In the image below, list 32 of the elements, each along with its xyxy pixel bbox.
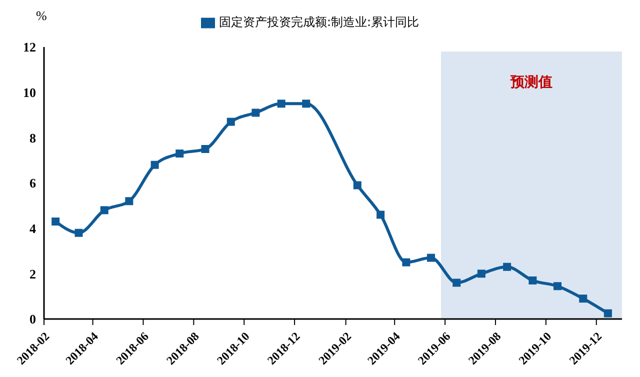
point bbox=[277, 100, 286, 108]
point bbox=[201, 145, 210, 153]
point bbox=[554, 282, 562, 290]
y-tick-label: 6 bbox=[30, 176, 36, 191]
point bbox=[402, 258, 410, 266]
band-label: 预测值 bbox=[509, 74, 552, 91]
point bbox=[353, 181, 362, 190]
y-tick-label: 2 bbox=[30, 266, 36, 282]
y-axis-title: % bbox=[36, 8, 47, 24]
point bbox=[226, 118, 235, 126]
y-tick-label: 0 bbox=[30, 312, 36, 327]
point bbox=[176, 150, 184, 158]
point bbox=[100, 206, 108, 214]
legend-label: 固定资产投资完成额:制造业:累计同比 bbox=[218, 15, 420, 29]
point bbox=[528, 276, 537, 284]
point bbox=[604, 309, 612, 318]
point bbox=[426, 254, 435, 262]
point bbox=[150, 160, 159, 169]
point bbox=[74, 228, 83, 237]
y-tick-label: 10 bbox=[23, 84, 36, 100]
point bbox=[452, 278, 461, 287]
y-tick-label: 12 bbox=[23, 40, 36, 55]
point bbox=[125, 197, 134, 206]
point bbox=[477, 270, 486, 278]
point bbox=[302, 100, 310, 108]
point bbox=[52, 218, 60, 226]
point bbox=[376, 210, 385, 219]
point bbox=[252, 108, 260, 117]
point bbox=[503, 262, 512, 271]
y-tick-label: 8 bbox=[30, 130, 36, 146]
point bbox=[579, 294, 588, 303]
y-tick-label: 4 bbox=[30, 220, 36, 236]
